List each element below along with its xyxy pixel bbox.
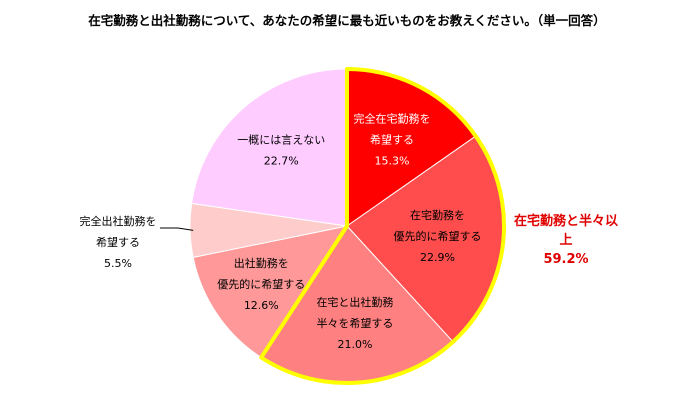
slice-label-line-4-1: 希望する [96, 235, 140, 249]
slice-label-line-0-1: 希望する [370, 133, 414, 147]
slice-label-line-2-0: 在宅と出社勤務 [316, 295, 393, 309]
slice-label-line-3-1: 優先的に希望する [217, 277, 305, 291]
slice-label-4: 完全出社勤務を希望する 5.5% [80, 214, 157, 270]
slice-label-2: 在宅と出社勤務半々を希望する 21.0% [316, 295, 393, 351]
highlight-label-value: 59.2% [543, 252, 589, 267]
slice-labels: 完全在宅勤務を希望する 15.3%在宅勤務を優先的に希望する 22.9%在宅と出社勤… [80, 112, 482, 351]
slice-label-line-0-0: 完全在宅勤務を [354, 112, 431, 126]
chart-title: 在宅勤務と出社勤務について、あなたの希望に最も近いものをお教えください。（単一回… [88, 13, 606, 28]
slice-label-line-1-1: 優先的に希望する [394, 229, 482, 243]
slice-label-line-2-1: 半々を希望する [316, 316, 393, 330]
slice-value-0: 15.3% [375, 155, 410, 168]
slice-value-4: 5.5% [104, 257, 132, 270]
slice-label-line-4-0: 完全出社勤務を [80, 214, 157, 228]
slice-value-1: 22.9% [420, 251, 455, 264]
highlight-label: 在宅勤務と半々以上 59.2% [508, 212, 624, 269]
highlight-outline [259, 67, 506, 385]
slice-label-line-1-0: 在宅勤務を [410, 208, 465, 222]
leader-line-4 [160, 227, 194, 231]
slice-label-5: 一概には言えない 22.7% [237, 134, 325, 168]
slice-value-3: 12.6% [244, 299, 279, 312]
slice-label-line-5-0: 一概には言えない [237, 134, 325, 147]
highlight-group [259, 67, 506, 385]
leader-lines [160, 227, 194, 231]
slice-value-2: 21.0% [337, 338, 372, 351]
pie-slice-3 [192, 225, 349, 359]
slice-label-1: 在宅勤務を優先的に希望する 22.9% [394, 208, 482, 264]
highlight-label-text: 在宅勤務と半々以上 [513, 214, 618, 248]
slice-label-line-3-0: 出社勤務を [234, 256, 289, 270]
pie-slices [189, 68, 505, 384]
pie-slice-5 [191, 68, 348, 227]
slice-value-5: 22.7% [264, 155, 299, 168]
slice-label-0: 完全在宅勤務を希望する 15.3% [354, 112, 431, 168]
slice-label-3: 出社勤務を優先的に希望する 12.6% [217, 256, 305, 312]
